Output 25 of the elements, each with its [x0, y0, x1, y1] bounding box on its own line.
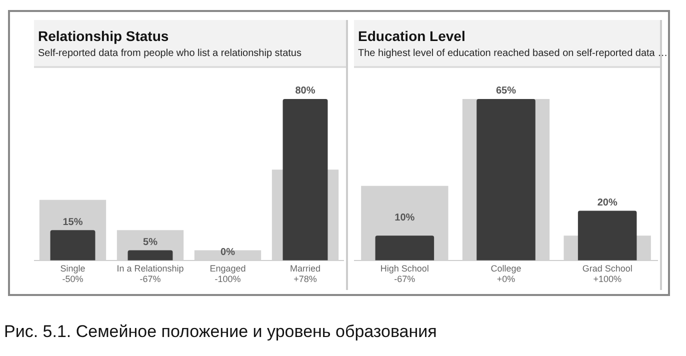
data-label: 20%	[597, 197, 618, 208]
x-tick-label: Engaged -100%	[210, 263, 246, 284]
x-tick-label: College +0%	[490, 263, 522, 284]
data-label: 80%	[295, 86, 316, 97]
chart-subtitle: Self-reported data from people who list a relationship status	[38, 48, 302, 59]
bar	[128, 250, 173, 260]
chart-title: Relationship Status	[38, 28, 170, 44]
chart-subtitle: The highest level of education reached based on self-reported data …	[358, 48, 668, 59]
data-label: 65%	[496, 86, 516, 97]
x-tick-label: Married +78%	[290, 263, 321, 284]
bar	[578, 210, 637, 260]
bar	[50, 230, 96, 260]
bar	[476, 98, 536, 260]
chart-title: Education Level	[358, 28, 466, 44]
data-label: 15%	[62, 216, 83, 228]
data-label: 10%	[394, 212, 415, 224]
x-tick-label: Single -50%	[60, 263, 86, 284]
bar	[282, 98, 328, 260]
x-tick-label: Grad School +100%	[582, 263, 632, 284]
x-tick-label: High School -67%	[380, 263, 429, 284]
data-label: 0%	[220, 247, 236, 258]
x-tick-label: In a Relationship -67%	[116, 263, 184, 284]
bar	[375, 236, 434, 260]
text: Рис. 5.1. Семейное положение и уровень образования	[4, 322, 437, 342]
data-label: 5%	[143, 237, 158, 248]
